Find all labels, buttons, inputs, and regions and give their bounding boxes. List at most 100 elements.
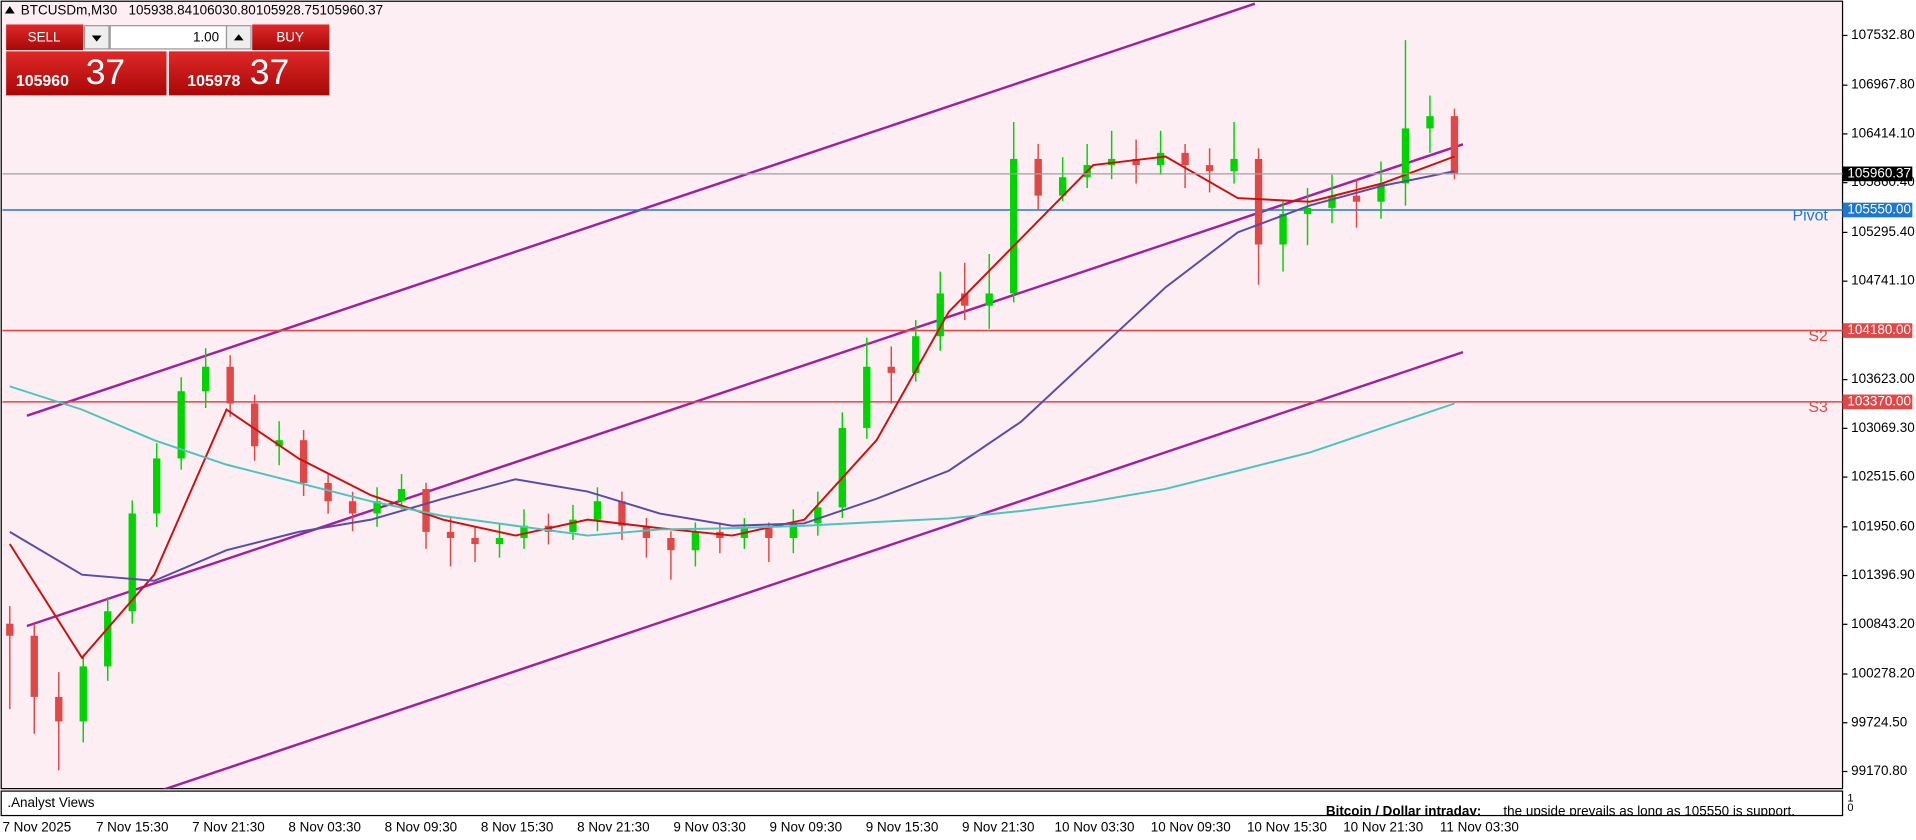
y-tick-label: 101950.60 xyxy=(1851,518,1915,533)
candle-body xyxy=(1205,165,1214,172)
analysis-text: the upside prevails as long as 105550 is… xyxy=(1503,803,1795,818)
candle-body xyxy=(1181,152,1189,166)
candle-body xyxy=(1426,116,1434,129)
analysis-heading: Bitcoin / Dollar intraday: xyxy=(1326,803,1481,818)
buy-price: 105978 xyxy=(187,73,240,90)
candle-body xyxy=(642,525,651,538)
x-tick-label: 9 Nov 15:30 xyxy=(866,819,939,834)
quote: 105960.37 xyxy=(320,3,384,18)
sell-price-big: 37 xyxy=(86,52,125,92)
y-tick-label: 104741.10 xyxy=(1851,273,1915,288)
candle-body xyxy=(1230,158,1238,172)
candle-body xyxy=(838,427,846,508)
candle-body xyxy=(250,403,259,447)
candle-body xyxy=(79,666,87,722)
level-label: 104180.00 xyxy=(1847,322,1911,337)
candle-body xyxy=(6,623,14,636)
candle-body xyxy=(495,537,504,545)
buy-button[interactable] xyxy=(252,24,330,51)
indicator-panel xyxy=(0,790,1844,817)
candle-body xyxy=(104,611,112,667)
candle-body xyxy=(618,501,626,526)
candle-body xyxy=(30,635,38,697)
x-tick-label: 7 Nov 15:30 xyxy=(96,819,169,834)
x-tick-label: 9 Nov 03:30 xyxy=(673,819,746,834)
x-tick-label: 8 Nov 15:30 xyxy=(481,819,554,834)
candle-body xyxy=(275,440,283,447)
y-tick-label: 101396.90 xyxy=(1851,567,1915,582)
arrow-down xyxy=(91,35,102,42)
x-tick-label: 10 Nov 15:30 xyxy=(1247,819,1327,834)
y-tick-label: 107532.80 xyxy=(1851,27,1915,42)
y-tick-label: 102515.60 xyxy=(1851,469,1915,484)
y-tick-label: 100278.20 xyxy=(1851,666,1915,681)
level-name: Pivot xyxy=(1793,207,1829,224)
candle-body xyxy=(1059,177,1067,196)
candle-body xyxy=(1352,195,1361,202)
indicator-scale: 0 xyxy=(1847,802,1853,814)
x-tick-label: 8 Nov 03:30 xyxy=(288,819,361,834)
x-tick-label: 10 Nov 03:30 xyxy=(1055,819,1135,834)
candle-body xyxy=(887,366,895,373)
y-tick-label: 105295.40 xyxy=(1851,224,1915,239)
x-tick-label: 8 Nov 21:30 xyxy=(577,819,650,834)
x-tick-label: 11 Nov 03:30 xyxy=(1440,819,1519,834)
buy-price-box[interactable] xyxy=(168,51,330,96)
candle-body xyxy=(814,507,822,524)
candle-body xyxy=(226,366,234,404)
plot-area xyxy=(0,0,1844,790)
candle-body xyxy=(691,531,700,551)
level-name: S3 xyxy=(1808,399,1828,416)
sell-price-box[interactable] xyxy=(6,51,167,96)
candle-body xyxy=(446,531,455,538)
candle-body xyxy=(397,489,406,502)
sell-button[interactable] xyxy=(6,24,84,51)
y-tick-label: 103623.00 xyxy=(1851,371,1915,386)
sell-label: SELL xyxy=(28,29,61,44)
candle-body xyxy=(202,366,210,392)
current-price-label: 105960.37 xyxy=(1847,165,1911,180)
candle-body xyxy=(55,696,63,722)
level-label-box xyxy=(1842,202,1913,218)
moving-average xyxy=(8,155,1455,660)
candle-body xyxy=(128,513,136,612)
level-label: 103370.00 xyxy=(1847,393,1911,408)
candle-body xyxy=(1279,213,1287,245)
candle-body xyxy=(765,528,773,538)
quote: 105938.84 xyxy=(129,3,193,18)
quote: 106030.80 xyxy=(192,3,256,18)
candle-body xyxy=(373,501,381,514)
candle-body xyxy=(520,525,528,538)
candle-body xyxy=(1034,158,1042,196)
indicator-scale: 1 xyxy=(1847,792,1853,804)
symbol: BTCUSDm,M30 xyxy=(21,3,117,18)
trade-panel: SELL 1.00 BUY 105960 37 105978 37 xyxy=(6,24,330,96)
sell-price: 105960 xyxy=(16,73,69,90)
y-tick-label: 99724.50 xyxy=(1851,714,1907,729)
candle-body xyxy=(1303,207,1312,214)
channel-lower xyxy=(162,350,1464,789)
buy-price-big: 37 xyxy=(250,52,289,92)
candle-body xyxy=(1450,116,1459,174)
candle-body xyxy=(569,519,577,532)
moving-average xyxy=(9,170,1455,582)
collapse-icon[interactable] xyxy=(4,6,15,14)
quotes: 105938.84 106030.80 105928.75 105960.37 xyxy=(129,3,384,18)
candle-body xyxy=(667,537,675,551)
y-tick-label: 106414.10 xyxy=(1851,125,1915,140)
x-tick-label: 10 Nov 21:30 xyxy=(1343,819,1423,834)
candle-body xyxy=(1328,195,1336,208)
indicator-title: .Analyst Views xyxy=(7,795,94,810)
channel-middle xyxy=(26,143,1464,628)
candle-body xyxy=(593,501,602,520)
current-price-box xyxy=(1842,166,1913,182)
candle-body xyxy=(348,501,357,514)
candle-body xyxy=(324,482,332,502)
candle-body xyxy=(1010,158,1018,294)
candle-body xyxy=(1377,183,1385,202)
candle-body xyxy=(961,293,969,306)
candle-body xyxy=(471,537,479,545)
candle-body xyxy=(985,293,993,306)
